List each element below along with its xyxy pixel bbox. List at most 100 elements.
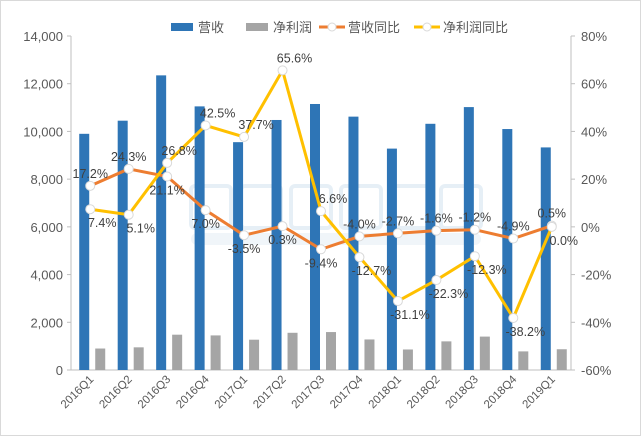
line-point (200, 120, 211, 131)
x-tick-label: 2017Q1 (213, 374, 250, 411)
data-label: 17.2% (73, 167, 108, 181)
line-point (200, 205, 211, 216)
bar-revenue (79, 133, 90, 370)
data-label: 0.5% (538, 207, 567, 221)
line-point (123, 163, 134, 174)
bar-net-profit (172, 334, 183, 370)
legend-marker (327, 22, 337, 32)
x-tick-label: 2019Q1 (520, 374, 557, 411)
x-tick-label: 2017Q3 (290, 374, 327, 411)
left-tick-label: 14,000 (23, 29, 63, 44)
left-tick-label: 0 (56, 363, 63, 378)
data-label: 21.1% (149, 184, 184, 198)
data-label: -12.3% (467, 263, 507, 277)
left-tick-label: 8,000 (30, 172, 63, 187)
data-label: -4.9% (497, 220, 530, 234)
data-label: 0.3% (268, 233, 297, 247)
bar-net-profit (210, 335, 221, 370)
bar-revenue (502, 129, 513, 370)
left-tick-label: 10,000 (23, 124, 63, 139)
legend-label: 净利润 (273, 20, 312, 35)
legend-label: 营收 (198, 20, 224, 35)
line-point (469, 224, 480, 235)
data-label: -38.2% (506, 325, 546, 339)
line-point (85, 204, 96, 215)
right-tick-label: -60% (581, 363, 612, 378)
x-tick-label: 2018Q2 (405, 374, 442, 411)
bar-revenue (117, 120, 128, 370)
left-tick-label: 4,000 (30, 268, 63, 283)
left-tick-label: 12,000 (23, 77, 63, 92)
right-tick-label: 60% (581, 77, 607, 92)
legend-label: 营收同比 (348, 20, 400, 35)
line-point (508, 312, 519, 323)
x-tick-label: 2018Q1 (367, 374, 404, 411)
line-point (354, 231, 365, 242)
bar-net-profit (441, 341, 452, 370)
left-tick-label: 2,000 (30, 315, 63, 330)
bar-revenue (425, 123, 436, 371)
line-point (239, 230, 250, 241)
bar-revenue (310, 103, 320, 370)
bar-revenue (271, 119, 282, 370)
line-point (239, 131, 250, 142)
line-point (546, 221, 557, 232)
right-tick-label: 20% (581, 172, 607, 187)
bar-net-profit (287, 332, 298, 370)
x-tick-label: 2018Q3 (444, 374, 481, 411)
legend-swatch (171, 23, 193, 31)
data-label: 37.7% (238, 118, 273, 132)
line-point (431, 225, 442, 236)
bar-revenue (463, 107, 474, 370)
data-label: -3.5% (228, 242, 261, 256)
data-label: -2.7% (382, 214, 415, 228)
x-tick-label: 2017Q4 (328, 373, 366, 411)
bar-revenue (348, 116, 359, 370)
bar-revenue (233, 142, 244, 370)
data-label: -1.6% (420, 212, 453, 226)
data-label: 24.3% (111, 150, 146, 164)
data-label: 7.0% (191, 217, 220, 231)
line-point (469, 251, 480, 262)
line-point (316, 206, 326, 217)
bar-net-profit (326, 332, 336, 370)
line-point (123, 209, 134, 220)
line-point (508, 233, 519, 244)
bar-net-profit (249, 339, 260, 370)
legend-label: 净利润同比 (443, 20, 508, 35)
x-tick-label: 2016Q4 (174, 373, 212, 411)
line-point (354, 252, 365, 263)
line-point (392, 296, 403, 307)
right-tick-label: 80% (581, 29, 607, 44)
legend-marker (422, 22, 432, 32)
bar-net-profit (364, 339, 375, 370)
bar-net-profit (133, 347, 144, 370)
x-tick-label: 2018Q4 (482, 373, 520, 411)
bar-revenue (540, 147, 551, 370)
line-point (162, 157, 173, 168)
bar-revenue (386, 148, 397, 370)
x-tick-label: 2017Q2 (251, 374, 288, 411)
watermark-glyph (439, 184, 483, 230)
bar-net-profit (518, 351, 529, 370)
data-label: -9.4% (305, 256, 338, 270)
legend-swatch (246, 23, 268, 31)
x-tick-label: 2016Q3 (136, 374, 173, 411)
watermark-subline (191, 233, 481, 245)
line-point (431, 275, 442, 286)
bar-net-profit (95, 348, 106, 370)
line-point (162, 171, 173, 182)
left-tick-label: 6,000 (30, 220, 63, 235)
right-tick-label: -40% (581, 315, 612, 330)
data-label: 7.4% (88, 216, 117, 230)
bar-revenue (156, 75, 167, 370)
line-point (85, 180, 96, 191)
line-point (316, 244, 326, 255)
right-tick-label: -20% (581, 268, 612, 283)
watermark-glyph (339, 184, 383, 230)
watermark-glyph (189, 184, 233, 230)
line-point (277, 65, 288, 76)
data-label: -4.0% (343, 217, 376, 231)
